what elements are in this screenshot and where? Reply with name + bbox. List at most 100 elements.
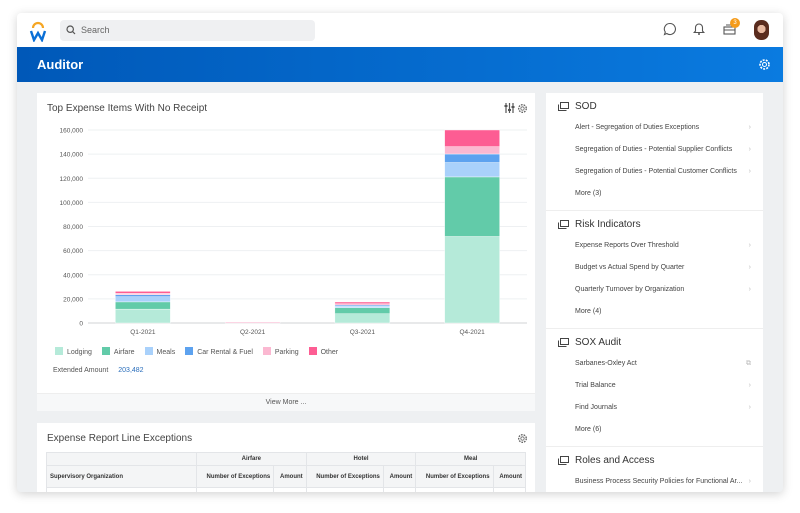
search-input[interactable]: Search: [60, 20, 315, 41]
y-tick-label: 20,000: [63, 296, 83, 303]
bar-segment-airfare[interactable]: [334, 307, 391, 314]
legend-label: Other: [320, 349, 339, 356]
legend-swatch: [185, 347, 194, 355]
gear-icon[interactable]: [517, 103, 528, 114]
section-link[interactable]: Trial Balance ›: [546, 375, 763, 397]
chevron-right-icon: ›: [748, 404, 751, 411]
section-link[interactable]: Expense Reports Over Threshold ›: [546, 235, 763, 257]
legend-label: Meals: [156, 349, 176, 356]
extended-amount: Extended Amount 203,482: [53, 367, 144, 374]
legend-item[interactable]: Other: [308, 347, 339, 356]
bar-segment-lodging[interactable]: [115, 308, 171, 324]
chat-icon[interactable]: [663, 22, 677, 36]
bar-segment-airfare[interactable]: [444, 176, 500, 237]
app-window: Search 3 Auditor Top Expense Items With …: [17, 13, 783, 492]
worklet-icon: [558, 456, 569, 465]
section-link[interactable]: Sarbanes-Oxley Act ⧉: [546, 353, 763, 375]
worklet-icon: [558, 338, 569, 347]
legend-swatch: [308, 347, 317, 355]
filter-icon[interactable]: [504, 103, 515, 113]
section-link[interactable]: Alert - Segregation of Duties Exceptions…: [546, 117, 763, 139]
bar-segment-meals[interactable]: [115, 296, 171, 303]
link-label: Budget vs Actual Spend by Quarter: [575, 264, 685, 271]
column-header[interactable]: Supervisory Organization: [46, 465, 197, 488]
legend-swatch: [101, 347, 110, 355]
expense-chart-card: Top Expense Items With No Receipt 0 20,00…: [37, 93, 535, 411]
extended-amount-value[interactable]: 203,482: [118, 367, 144, 374]
bar-segment-parking[interactable]: [224, 321, 281, 324]
x-tick-label: Q1-2021: [130, 329, 156, 336]
more-link[interactable]: More (4): [575, 308, 602, 315]
worklet-icon: [558, 220, 569, 229]
external-link-icon: ⧉: [746, 360, 751, 367]
column-header[interactable]: Number of Exceptions: [415, 465, 494, 488]
bar-segment-other[interactable]: [115, 291, 171, 294]
section-title-text: Roles and Access: [575, 455, 655, 466]
section-link[interactable]: Segregation of Duties - Potential Custom…: [546, 161, 763, 183]
column-header[interactable]: Amount: [273, 465, 307, 488]
workday-logo[interactable]: [29, 20, 47, 42]
column-header[interactable]: Amount: [382, 465, 417, 488]
section-link[interactable]: Business Process Security Policies for F…: [546, 471, 763, 492]
worklet-icon: [558, 102, 569, 111]
link-label: Trial Balance: [575, 382, 616, 389]
bar-segment-other[interactable]: [334, 301, 391, 304]
y-tick-label: 0: [79, 321, 83, 328]
bar-segment-car-rental-fuel[interactable]: [444, 153, 500, 163]
link-label: Find Journals: [575, 404, 618, 411]
section-link[interactable]: Quarterly Turnover by Organization ›: [546, 279, 763, 301]
section-link[interactable]: Segregation of Duties - Potential Suppli…: [546, 139, 763, 161]
bar-segment-lodging[interactable]: [444, 236, 500, 324]
y-tick-label: 100,000: [60, 200, 84, 207]
inbox-badge: 3: [730, 18, 740, 28]
search-placeholder: Search: [81, 25, 110, 35]
section-title: Risk Indicators: [546, 217, 763, 235]
bar-segment-parking[interactable]: [444, 146, 500, 155]
link-label: Sarbanes-Oxley Act: [575, 360, 637, 367]
legend-item[interactable]: Parking: [262, 347, 299, 356]
column-header[interactable]: Amount: [492, 465, 527, 488]
legend-swatch: [55, 347, 63, 355]
card-title: Top Expense Items With No Receipt: [47, 103, 208, 114]
legend-item[interactable]: Meals: [144, 347, 176, 356]
view-more-button[interactable]: View More ...: [37, 393, 535, 411]
page-banner: Auditor: [17, 47, 783, 82]
avatar[interactable]: [754, 20, 769, 40]
section-risk-indicators: Risk Indicators Expense Reports Over Thre…: [546, 211, 763, 329]
column-header[interactable]: Number of Exceptions: [195, 465, 275, 488]
link-label: Segregation of Duties - Potential Suppli…: [575, 146, 733, 153]
link-label: Alert - Segregation of Duties Exceptions: [575, 124, 700, 131]
section-title-text: Risk Indicators: [575, 219, 641, 230]
card-title: Expense Report Line Exceptions: [47, 433, 193, 444]
link-label: Business Process Security Policies for F…: [575, 478, 743, 485]
legend-item[interactable]: Car Rental & Fuel: [185, 347, 253, 356]
section-link[interactable]: Budget vs Actual Spend by Quarter ›: [546, 257, 763, 279]
bar-segment-airfare[interactable]: [115, 301, 171, 310]
bar-segment-meals[interactable]: [444, 162, 500, 178]
y-tick-label: 80,000: [63, 224, 83, 231]
bell-icon[interactable]: [693, 22, 705, 36]
y-tick-label: 140,000: [60, 152, 84, 159]
bar-segment-other[interactable]: [444, 129, 500, 147]
more-link[interactable]: More (6): [575, 426, 602, 433]
gear-icon[interactable]: [758, 58, 771, 71]
section-title: SOX Audit: [546, 335, 763, 353]
legend-item[interactable]: Lodging: [55, 347, 92, 356]
top-bar: Search 3: [17, 13, 783, 47]
bar-segment-car-rental-fuel[interactable]: [115, 294, 171, 297]
exceptions-table: Airfare Hotel Meal Supervisory Organizatio…: [46, 452, 527, 492]
more-link[interactable]: More (3): [575, 190, 602, 197]
legend-swatch: [262, 347, 271, 355]
y-tick-label: 160,000: [60, 128, 84, 135]
y-tick-label: 40,000: [63, 272, 83, 279]
x-tick-label: Q3-2021: [350, 329, 376, 336]
section-sod: SOD Alert - Segregation of Duties Excepti…: [546, 93, 763, 211]
link-label: Segregation of Duties - Potential Custom…: [575, 168, 737, 175]
legend-item[interactable]: Airfare: [101, 347, 135, 356]
chevron-right-icon: ›: [748, 264, 751, 271]
section-link[interactable]: Find Journals ›: [546, 397, 763, 419]
gear-icon[interactable]: [517, 433, 528, 444]
column-header[interactable]: Number of Exceptions: [305, 465, 384, 488]
chevron-right-icon: ›: [748, 124, 751, 131]
bar-segment-lodging[interactable]: [334, 313, 391, 324]
